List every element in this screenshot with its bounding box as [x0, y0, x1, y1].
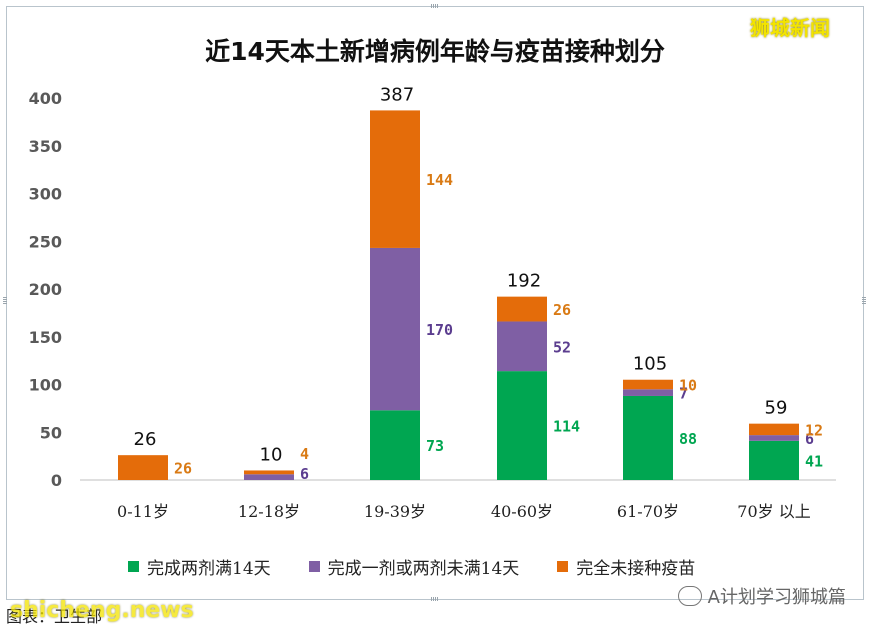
legend-swatch-partial: [308, 561, 320, 572]
segment-label-partial: 170: [426, 321, 453, 339]
x-category-label: 12-18岁: [238, 502, 300, 521]
legend-swatch-full: [128, 561, 139, 572]
bar-segment-partial: [749, 435, 799, 441]
legend-item-partial: 完成一剂或两剂未满14天: [308, 554, 520, 579]
y-tick-label: 300: [29, 185, 62, 204]
x-category-label: 19-39岁: [364, 502, 426, 521]
resize-handle-top[interactable]: [431, 4, 439, 8]
y-tick-label: 400: [29, 89, 62, 108]
bar-segment-none: [749, 423, 799, 436]
y-tick-label: 350: [29, 137, 62, 156]
segment-label-full: 114: [553, 418, 580, 436]
legend-item-none: 完全未接种疫苗: [557, 554, 695, 579]
bar-segment-none: [497, 296, 547, 322]
legend: 完成两剂满14天 完成一剂或两剂未满14天 完全未接种疫苗: [128, 554, 695, 579]
legend-swatch-none: [557, 561, 569, 572]
bar-segment-none: [244, 470, 294, 475]
bar-segment-partial: [370, 247, 420, 411]
resize-handle-bottom[interactable]: [431, 597, 439, 601]
chart-title: 近14天本土新增病例年龄与疫苗接种划分: [205, 37, 665, 66]
segment-label-partial: 52: [553, 338, 571, 356]
bar-total-label: 387: [380, 84, 414, 105]
source-caption: 图表：卫生部: [6, 607, 103, 626]
bar-segment-none: [118, 455, 168, 480]
bar-total-label: 105: [633, 354, 667, 375]
x-category-label: 40-60岁: [491, 502, 553, 521]
segment-label-partial: 6: [300, 465, 309, 483]
x-category-label: 0-11岁: [117, 502, 169, 521]
bar-segment-none: [370, 110, 420, 248]
bar-segment-partial: [497, 321, 547, 372]
bar-segment-full: [749, 440, 799, 480]
segment-label-none: 144: [426, 171, 453, 189]
segment-label-full: 88: [679, 430, 697, 448]
y-tick-label: 50: [40, 423, 62, 442]
segment-label-none: 26: [174, 460, 192, 478]
wechat-icon: [677, 586, 702, 606]
bar-total-label: 59: [765, 398, 788, 419]
segment-label-none: 4: [300, 445, 309, 463]
y-tick-label: 150: [29, 328, 62, 347]
legend-label-full: 完成两剂满14天: [147, 559, 271, 579]
segment-label-partial: 7: [679, 385, 688, 403]
segment-label-none: 12: [805, 421, 823, 439]
legend-item-full: 完成两剂满14天: [128, 554, 271, 579]
y-tick-label: 0: [51, 471, 62, 490]
bar-segment-none: [623, 379, 673, 390]
watermark-logo: 狮城新闻: [750, 16, 830, 40]
legend-label-none: 完全未接种疫苗: [576, 559, 696, 579]
y-tick-label: 200: [29, 280, 62, 299]
bar-total-label: 26: [134, 429, 157, 450]
account-name: A计划学习狮城篇: [707, 587, 846, 608]
segment-label-none: 26: [553, 301, 571, 319]
resize-handle-left[interactable]: [3, 296, 7, 304]
y-tick-label: 100: [29, 376, 62, 395]
chart-frame: [6, 6, 864, 600]
account-tag: A计划学习狮城篇: [677, 583, 846, 609]
y-tick-label: 250: [29, 232, 62, 251]
legend-label-partial: 完成一剂或两剂未满14天: [327, 559, 520, 579]
x-category-label: 70岁 以上: [737, 502, 810, 521]
segment-label-full: 41: [805, 452, 823, 470]
resize-handle-right[interactable]: [862, 296, 866, 304]
x-category-label: 61-70岁: [617, 502, 679, 521]
segment-label-partial: 6: [805, 430, 814, 448]
bar-segment-full: [623, 395, 673, 480]
bar-total-label: 192: [507, 271, 541, 292]
segment-label-full: 73: [426, 437, 444, 455]
site-watermark: shicheng.news: [10, 598, 194, 623]
bar-segment-full: [497, 371, 547, 480]
bar-segment-partial: [244, 474, 294, 480]
bar-segment-full: [370, 410, 420, 480]
segment-label-none: 10: [679, 377, 697, 395]
bar-total-label: 10: [260, 444, 283, 465]
bar-segment-partial: [623, 389, 673, 396]
